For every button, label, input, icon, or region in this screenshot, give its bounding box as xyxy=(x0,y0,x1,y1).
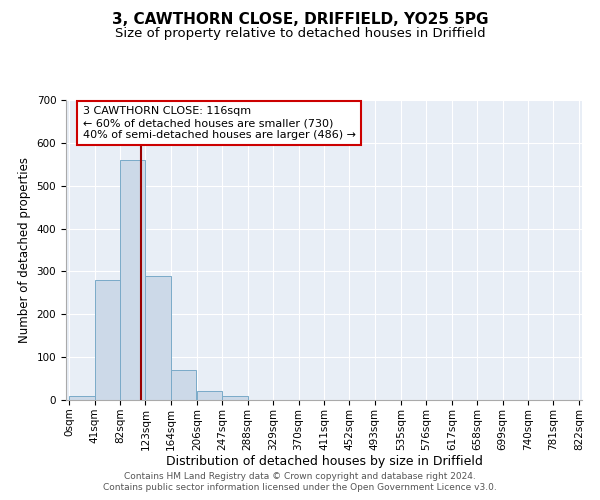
Bar xyxy=(69,396,95,400)
Bar xyxy=(95,280,120,400)
Text: Contains HM Land Registry data © Crown copyright and database right 2024.: Contains HM Land Registry data © Crown c… xyxy=(124,472,476,481)
Text: 3 CAWTHORN CLOSE: 116sqm
← 60% of detached houses are smaller (730)
40% of semi-: 3 CAWTHORN CLOSE: 116sqm ← 60% of detach… xyxy=(83,106,356,140)
Text: 3, CAWTHORN CLOSE, DRIFFIELD, YO25 5PG: 3, CAWTHORN CLOSE, DRIFFIELD, YO25 5PG xyxy=(112,12,488,28)
Bar xyxy=(197,392,222,400)
Text: Contains public sector information licensed under the Open Government Licence v3: Contains public sector information licen… xyxy=(103,484,497,492)
Bar xyxy=(120,160,145,400)
X-axis label: Distribution of detached houses by size in Driffield: Distribution of detached houses by size … xyxy=(166,456,482,468)
Bar xyxy=(171,370,196,400)
Bar xyxy=(145,276,171,400)
Bar xyxy=(222,396,248,400)
Y-axis label: Number of detached properties: Number of detached properties xyxy=(18,157,31,343)
Text: Size of property relative to detached houses in Driffield: Size of property relative to detached ho… xyxy=(115,28,485,40)
